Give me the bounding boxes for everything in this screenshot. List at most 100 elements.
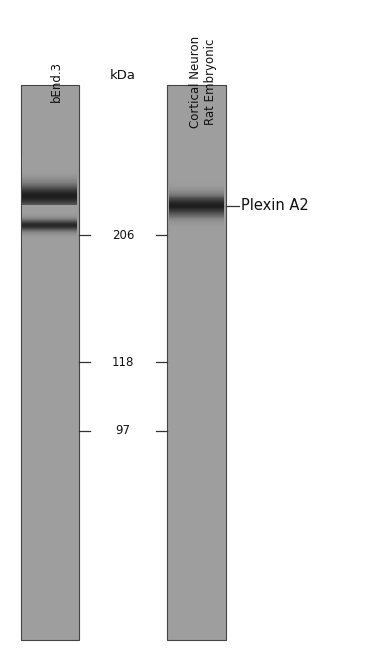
Bar (169, 188, 224, 189)
Bar (22, 191, 77, 192)
Bar (22, 166, 77, 167)
Bar (22, 199, 77, 200)
Bar (22, 214, 77, 215)
Bar (22, 169, 77, 170)
Bar (22, 227, 77, 228)
Bar (169, 171, 224, 172)
Bar (22, 229, 77, 230)
Bar (22, 156, 77, 157)
Bar (22, 202, 77, 203)
Bar (169, 220, 224, 221)
Bar (22, 172, 77, 173)
Bar (169, 236, 224, 237)
Bar (22, 164, 77, 165)
Bar (169, 206, 224, 208)
Text: 97: 97 (116, 424, 130, 438)
Bar (169, 215, 224, 217)
Bar (169, 227, 224, 228)
Bar (22, 207, 77, 208)
Bar (22, 189, 77, 190)
Bar (22, 230, 77, 231)
Bar (22, 171, 77, 172)
Bar (22, 217, 77, 219)
Bar (22, 185, 77, 187)
Bar (169, 223, 224, 224)
Bar (22, 174, 77, 175)
Bar (22, 168, 77, 169)
Bar (169, 205, 224, 206)
Bar (169, 185, 224, 187)
Bar (169, 232, 224, 233)
Bar (169, 217, 224, 219)
Bar (169, 194, 224, 195)
Bar (22, 208, 77, 209)
Bar (169, 195, 224, 196)
Bar (22, 158, 77, 159)
Bar (169, 231, 224, 232)
Bar (169, 173, 224, 174)
Bar (169, 191, 224, 192)
Bar (169, 169, 224, 170)
Bar (169, 197, 224, 199)
Bar (169, 208, 224, 210)
Bar (22, 236, 77, 237)
Bar (169, 224, 224, 225)
Bar (22, 225, 77, 226)
Bar (22, 155, 77, 156)
Bar (22, 212, 77, 214)
Bar (169, 196, 224, 197)
Bar (22, 197, 77, 198)
Bar (169, 235, 224, 236)
Bar (22, 209, 77, 210)
Bar (22, 160, 77, 161)
Bar (169, 210, 224, 211)
Bar (169, 226, 224, 227)
Bar (169, 233, 224, 234)
Bar (22, 228, 77, 229)
Text: Plexin A2: Plexin A2 (241, 199, 309, 213)
Bar (169, 238, 224, 240)
Bar (22, 170, 77, 171)
Bar (21, 85, 79, 640)
Bar (22, 161, 77, 162)
Bar (169, 190, 224, 191)
Bar (22, 231, 77, 232)
Bar (22, 163, 77, 164)
Bar (169, 203, 224, 204)
Bar (22, 200, 77, 201)
Bar (169, 228, 224, 229)
Bar (22, 235, 77, 236)
Bar (22, 165, 77, 166)
Text: Rat Embryonic: Rat Embryonic (204, 39, 217, 125)
Bar (169, 183, 224, 185)
Bar (22, 206, 77, 207)
Bar (169, 180, 224, 181)
Bar (22, 193, 77, 194)
Bar (169, 201, 224, 202)
Bar (169, 214, 224, 215)
Bar (169, 237, 224, 238)
Bar (169, 172, 224, 173)
Bar (22, 162, 77, 163)
Bar (169, 212, 224, 213)
Bar (22, 183, 77, 185)
Bar (22, 204, 77, 205)
Bar (169, 199, 224, 200)
Bar (22, 223, 77, 224)
Bar (22, 226, 77, 227)
Text: 206: 206 (112, 229, 134, 242)
Bar (169, 219, 224, 220)
Bar (22, 210, 77, 212)
Bar (169, 222, 224, 223)
Bar (169, 176, 224, 178)
Bar (169, 170, 224, 171)
Bar (22, 216, 77, 217)
Bar (22, 233, 77, 234)
Bar (169, 189, 224, 190)
Text: kDa: kDa (110, 69, 136, 82)
Bar (169, 225, 224, 226)
Bar (22, 192, 77, 193)
Bar (22, 198, 77, 199)
Bar (169, 202, 224, 203)
Bar (169, 213, 224, 214)
